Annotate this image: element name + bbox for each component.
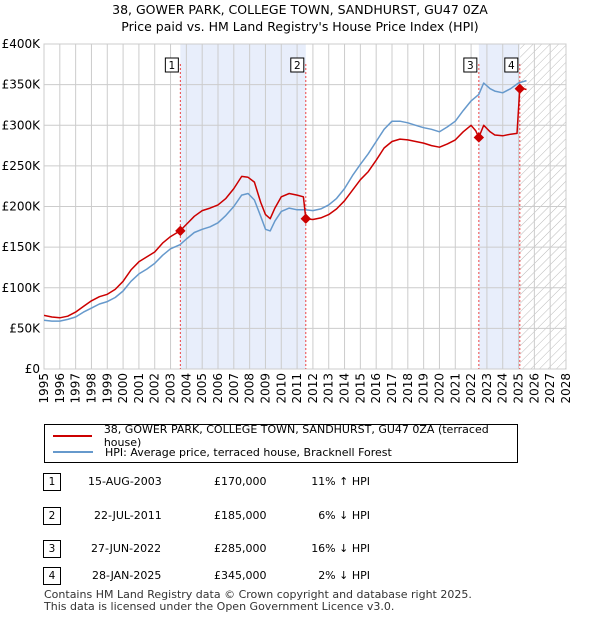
transaction-number-badge: 4 <box>43 567 61 585</box>
x-tick-label: 2013 <box>322 373 336 404</box>
x-tick-label: 2020 <box>432 373 446 404</box>
x-tick-label: 2009 <box>258 373 272 404</box>
transaction-hpi-diff: 2% ↓ HPI <box>318 569 370 582</box>
transaction-price: £170,000 <box>214 475 267 488</box>
x-tick-label: 2012 <box>306 373 320 404</box>
y-tick-label: £250K <box>2 159 42 173</box>
x-tick-label: 2022 <box>464 373 478 404</box>
transaction-price: £285,000 <box>214 542 267 555</box>
x-tick-label: 2004 <box>179 373 193 404</box>
y-tick-label: £350K <box>2 78 42 92</box>
sale-point-marker <box>514 83 526 94</box>
transaction-number-badge: 2 <box>43 507 61 525</box>
footer-copyright: Contains HM Land Registry data © Crown c… <box>44 588 472 601</box>
x-tick-label: 2006 <box>211 373 225 404</box>
x-tick-label: 2026 <box>527 373 541 404</box>
sale-point-marker <box>300 213 311 224</box>
x-tick-label: 2017 <box>385 373 399 404</box>
transaction-hpi-diff: 16% ↓ HPI <box>311 542 370 555</box>
y-tick-label: £0 <box>25 362 40 376</box>
property-series-line <box>44 87 527 319</box>
hpi-series-line <box>44 79 527 322</box>
x-tick-label: 2016 <box>369 373 383 404</box>
y-tick-label: £400K <box>2 37 42 51</box>
chart-subtitle: Price paid vs. HM Land Registry's House … <box>121 19 479 34</box>
table-row: 1 15-AUG-2003 £170,000 11% ↑ HPI <box>0 473 600 493</box>
x-tick-label: 2028 <box>559 373 573 404</box>
transaction-price: £345,000 <box>214 569 267 582</box>
x-tick-label: 2025 <box>512 373 526 404</box>
sale-number-box <box>504 57 519 73</box>
footer: Contains HM Land Registry data © Crown c… <box>44 589 472 613</box>
x-tick-label: 2024 <box>496 373 510 404</box>
table-row: 3 27-JUN-2022 £285,000 16% ↓ HPI <box>0 540 600 560</box>
x-tick-label: 2002 <box>148 373 162 404</box>
plot-frame <box>43 43 567 370</box>
footer-license: This data is licensed under the Open Gov… <box>44 600 395 613</box>
sale-number-label: 3 <box>467 60 474 72</box>
x-tick-label: 2011 <box>290 373 304 404</box>
transaction-date: 28-JAN-2025 <box>92 569 162 582</box>
transaction-price: £185,000 <box>214 509 267 522</box>
x-tick-label: 1998 <box>84 373 98 404</box>
x-tick-label: 2003 <box>164 373 178 404</box>
x-tick-label: 2000 <box>116 373 130 404</box>
x-tick-label: 1997 <box>69 373 83 404</box>
price-chart: 1 2 3 4 £0 £50K £100K £150K £200K £250K £300K £350… <box>2 37 573 404</box>
chart-title: 38, GOWER PARK, COLLEGE TOWN, SANDHURST,… <box>112 2 488 17</box>
legend-item-property: 38, GOWER PARK, COLLEGE TOWN, SANDHURST,… <box>53 423 517 449</box>
x-tick-label: 1999 <box>100 373 114 404</box>
sale-number-label: 1 <box>169 60 176 72</box>
sale-point-marker <box>473 132 485 143</box>
legend-label-property: 38, GOWER PARK, COLLEGE TOWN, SANDHURST,… <box>103 423 489 449</box>
y-tick-label: £50K <box>9 321 41 335</box>
x-tick-label: 2021 <box>448 373 462 404</box>
legend-swatch-property <box>53 435 92 437</box>
sale-number-label: 2 <box>294 60 301 72</box>
x-tick-label: 2005 <box>195 373 209 404</box>
sale-number-box <box>164 57 179 73</box>
transaction-number-badge: 3 <box>43 540 61 558</box>
table-row: 4 28-JAN-2025 £345,000 2% ↓ HPI <box>0 567 600 587</box>
x-tick-label: 2014 <box>338 373 352 404</box>
y-tick-label: £200K <box>2 200 42 214</box>
x-tick-label: 2001 <box>132 373 146 404</box>
legend: 38, GOWER PARK, COLLEGE TOWN, SANDHURST,… <box>44 423 518 463</box>
y-tick-label: £150K <box>2 240 42 254</box>
x-tick-label: 2010 <box>274 373 288 404</box>
table-row: 2 22-JUL-2011 £185,000 6% ↓ HPI <box>0 507 600 527</box>
x-tick-label: 2015 <box>353 373 367 404</box>
y-tick-label: £300K <box>2 118 42 132</box>
legend-item-hpi: HPI: Average price, terraced house, Brac… <box>53 444 392 460</box>
sale-point-marker <box>175 225 186 237</box>
legend-swatch-hpi <box>53 451 93 453</box>
transaction-date: 22-JUL-2011 <box>94 509 162 522</box>
x-tick-label: 2008 <box>243 373 257 404</box>
x-tick-label: 2018 <box>401 373 415 404</box>
x-tick-label: 1995 <box>37 373 51 404</box>
transaction-hpi-diff: 11% ↑ HPI <box>311 475 370 488</box>
transaction-hpi-diff: 6% ↓ HPI <box>318 509 370 522</box>
sale-number-box <box>290 57 305 73</box>
transaction-date: 27-JUN-2022 <box>91 542 162 555</box>
sale-number-box <box>463 57 478 73</box>
x-tick-label: 2007 <box>227 373 241 404</box>
y-tick-label: £100K <box>2 281 42 295</box>
sale-number-label: 4 <box>508 60 515 72</box>
x-tick-label: 1996 <box>53 373 67 404</box>
transaction-number-badge: 1 <box>43 473 61 491</box>
transaction-date: 15-AUG-2003 <box>88 475 162 488</box>
legend-label-hpi: HPI: Average price, terraced house, Brac… <box>105 445 392 459</box>
x-tick-label: 2019 <box>417 373 431 404</box>
x-tick-label: 2027 <box>543 373 557 404</box>
x-tick-label: 2023 <box>480 373 494 404</box>
